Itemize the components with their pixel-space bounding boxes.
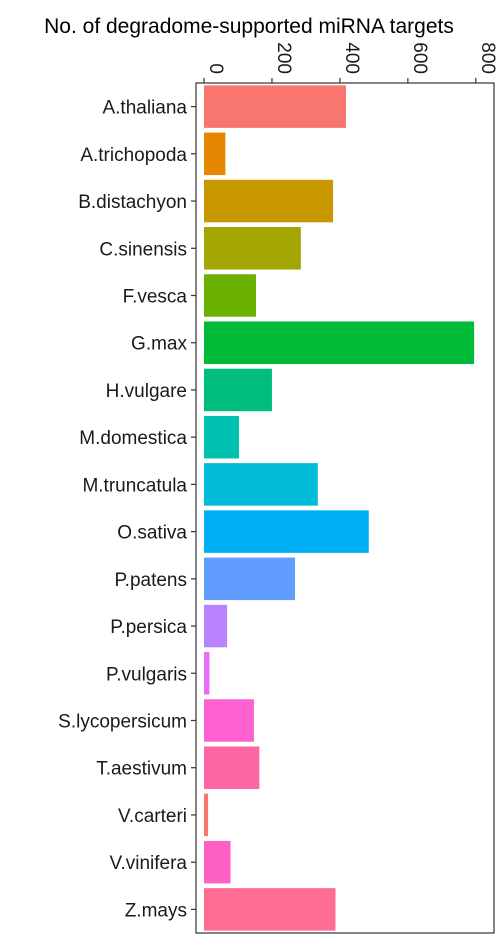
x-axis-ticks: 0 200 400 600 800 xyxy=(203,42,498,83)
bar-a-thaliana xyxy=(204,85,347,128)
bar-o-sativa xyxy=(204,510,369,553)
category-label: C.sinensis xyxy=(99,239,187,260)
x-tick-label: 0 xyxy=(205,63,226,74)
category-label: B.distachyon xyxy=(78,192,187,213)
category-label: A.trichopoda xyxy=(80,145,187,166)
bar-z-mays xyxy=(204,888,336,931)
bar-p-vulgaris xyxy=(204,652,210,695)
category-label: M.truncatula xyxy=(82,475,187,496)
category-label: Z.mays xyxy=(125,900,187,921)
bar-f-vesca xyxy=(204,274,256,317)
x-tick-label: 600 xyxy=(409,42,430,74)
bar-p-patens xyxy=(204,557,296,601)
bar-c-sinensis xyxy=(204,227,301,270)
plot-panel-border xyxy=(195,82,495,934)
category-label: H.vulgare xyxy=(106,381,187,402)
bar-m-domestica xyxy=(204,415,239,459)
bar-p-persica xyxy=(204,604,228,648)
category-label: P.vulgaris xyxy=(106,664,187,685)
category-label: V.carteri xyxy=(118,806,187,827)
category-label: V.vinifera xyxy=(110,853,188,874)
category-label: P.persica xyxy=(110,617,187,638)
category-label: T.aestivum xyxy=(96,759,187,780)
bar-h-vulgare xyxy=(204,368,272,412)
category-label: O.sativa xyxy=(117,523,187,544)
bar-v-carteri xyxy=(204,793,209,837)
x-tick-label: 400 xyxy=(341,42,362,74)
bar-a-trichopoda xyxy=(204,132,226,176)
category-label: G.max xyxy=(131,334,187,355)
bars-group xyxy=(204,85,475,931)
category-labels: A.thaliana A.trichopoda B.distachyon C.sine… xyxy=(58,98,196,921)
x-tick-label: 200 xyxy=(273,42,294,74)
x-axis-title: No. of degradome-supported miRNA targets xyxy=(44,15,454,38)
category-label: M.domestica xyxy=(79,428,187,449)
bar-m-truncatula xyxy=(204,463,318,506)
bar-g-max xyxy=(204,321,475,364)
category-label: S.lycopersicum xyxy=(58,712,187,733)
category-label: P.patens xyxy=(114,570,187,591)
x-tick-label: 800 xyxy=(477,42,498,74)
category-label: A.thaliana xyxy=(102,98,187,119)
category-label: F.vesca xyxy=(123,287,188,308)
bar-v-vinifera xyxy=(204,840,231,884)
bar-t-aestivum xyxy=(204,746,260,789)
bar-s-lycopersicum xyxy=(204,699,254,742)
bar-b-distachyon xyxy=(204,179,334,223)
